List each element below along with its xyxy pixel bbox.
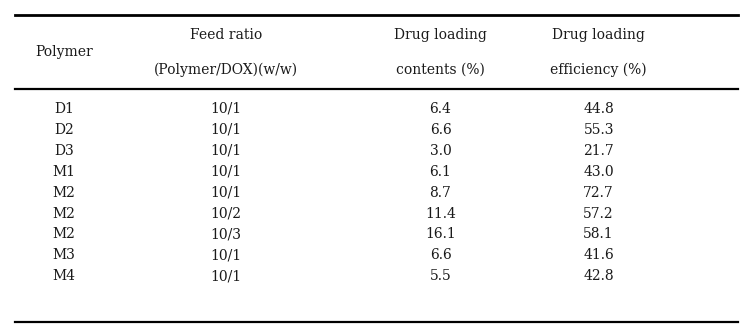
Text: 44.8: 44.8	[584, 102, 614, 116]
Text: 10/1: 10/1	[210, 165, 242, 179]
Text: 6.4: 6.4	[429, 102, 452, 116]
Text: Drug loading: Drug loading	[394, 28, 487, 42]
Text: 10/1: 10/1	[210, 186, 242, 200]
Text: 10/1: 10/1	[210, 123, 242, 137]
Text: 10/1: 10/1	[210, 269, 242, 283]
Text: M2: M2	[53, 207, 75, 220]
Text: 6.6: 6.6	[430, 249, 451, 262]
Text: 41.6: 41.6	[584, 249, 614, 262]
Text: 5.5: 5.5	[430, 269, 451, 283]
Text: Drug loading: Drug loading	[552, 28, 645, 42]
Text: 10/1: 10/1	[210, 249, 242, 262]
Text: 21.7: 21.7	[584, 144, 614, 158]
Text: contents (%): contents (%)	[396, 62, 485, 76]
Text: 6.1: 6.1	[429, 165, 452, 179]
Text: 11.4: 11.4	[425, 207, 456, 220]
Text: (Polymer/DOX)(w/w): (Polymer/DOX)(w/w)	[154, 62, 298, 76]
Text: 6.6: 6.6	[430, 123, 451, 137]
Text: Feed ratio: Feed ratio	[190, 28, 262, 42]
Text: 16.1: 16.1	[425, 227, 456, 242]
Text: Polymer: Polymer	[35, 45, 93, 59]
Text: 10/1: 10/1	[210, 144, 242, 158]
Text: 10/3: 10/3	[210, 227, 242, 242]
Text: 57.2: 57.2	[584, 207, 614, 220]
Text: D3: D3	[54, 144, 74, 158]
Text: M2: M2	[53, 227, 75, 242]
Text: M2: M2	[53, 186, 75, 200]
Text: 10/1: 10/1	[210, 102, 242, 116]
Text: 3.0: 3.0	[430, 144, 451, 158]
Text: M4: M4	[53, 269, 75, 283]
Text: D2: D2	[54, 123, 74, 137]
Text: 10/2: 10/2	[210, 207, 242, 220]
Text: 72.7: 72.7	[584, 186, 614, 200]
Text: 55.3: 55.3	[584, 123, 614, 137]
Text: 8.7: 8.7	[429, 186, 452, 200]
Text: efficiency (%): efficiency (%)	[550, 62, 647, 76]
Text: M1: M1	[53, 165, 75, 179]
Text: 43.0: 43.0	[584, 165, 614, 179]
Text: 58.1: 58.1	[584, 227, 614, 242]
Text: 42.8: 42.8	[584, 269, 614, 283]
Text: D1: D1	[54, 102, 74, 116]
Text: M3: M3	[53, 249, 75, 262]
